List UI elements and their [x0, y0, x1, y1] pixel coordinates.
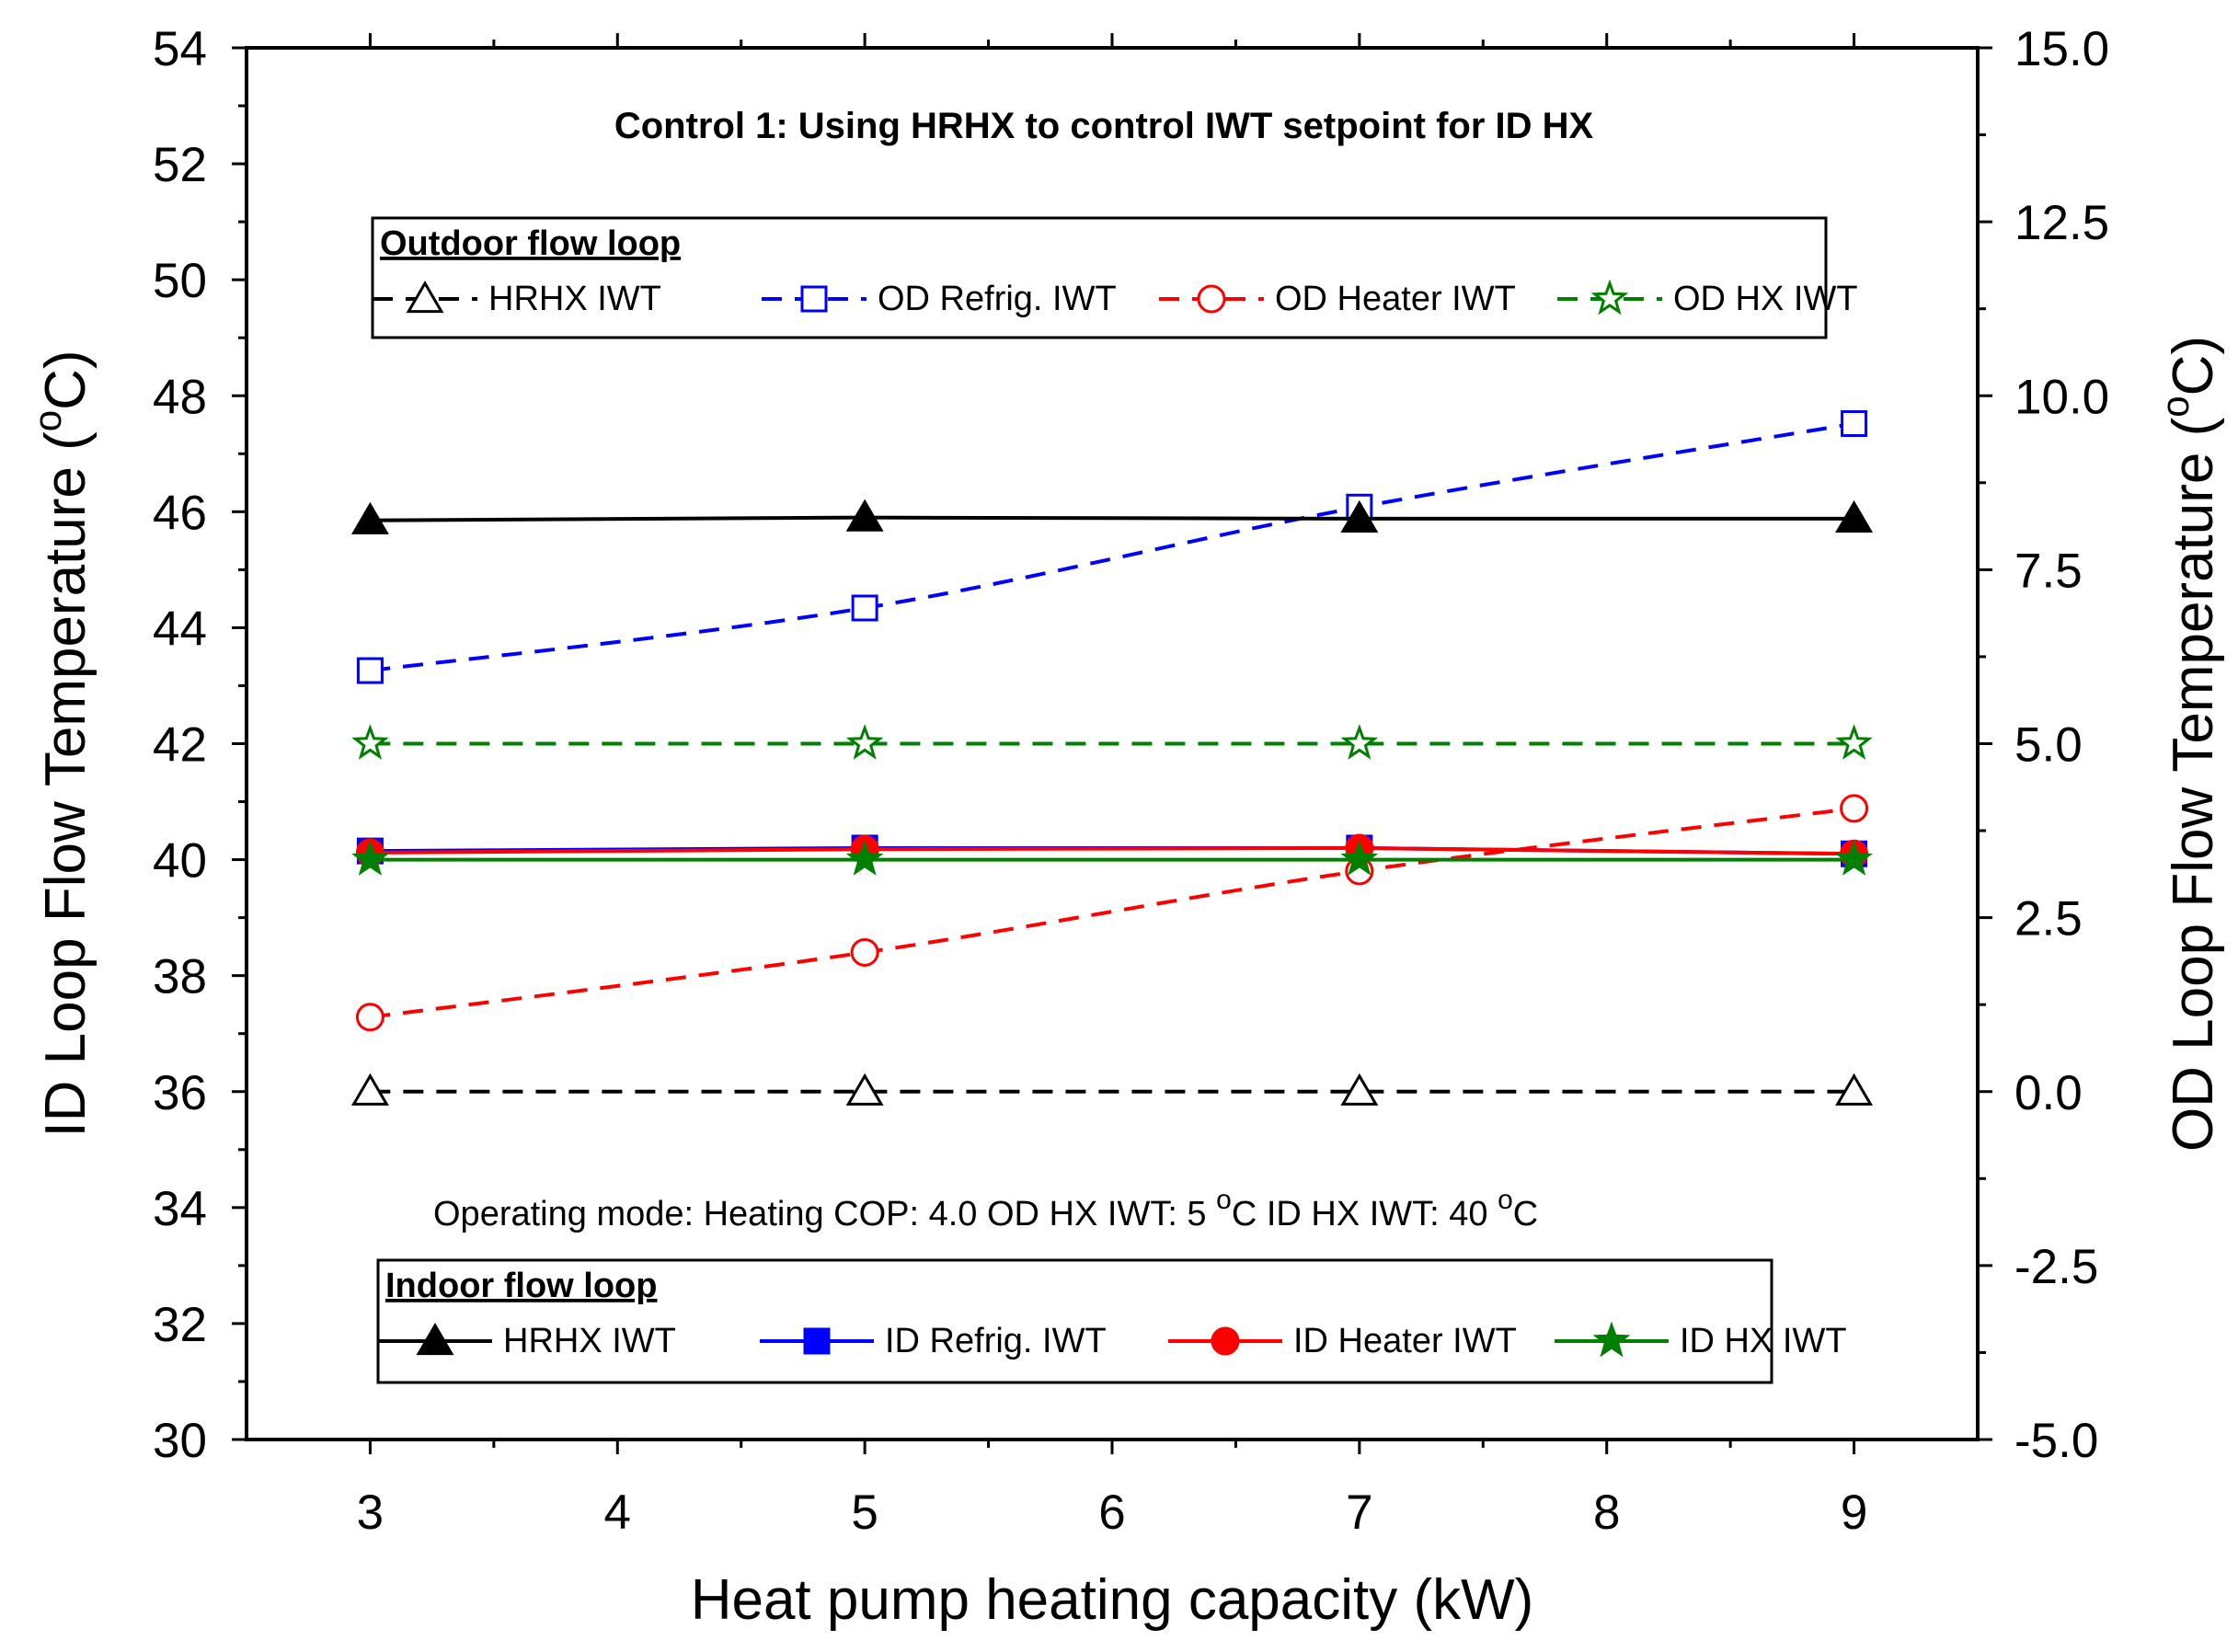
indoor-legend-title: Indoor flow loop: [385, 1267, 657, 1305]
y-left-axis-title-unit: C): [34, 350, 98, 409]
note-text: C ID HX IWT: 40: [1232, 1195, 1498, 1233]
y-left-axis-title: ID Loop Flow Temperature (oC): [26, 350, 98, 1137]
indoor-legend-marker: [1592, 1321, 1631, 1358]
indoor-legend-label: ID Refrig. IWT: [885, 1322, 1107, 1360]
outdoor-data-point: [1835, 724, 1873, 760]
note-degree-mark: o: [1498, 1185, 1513, 1215]
y-left-tick-label: 44: [153, 602, 207, 656]
x-axis-title: Heat pump heating capacity (kW): [691, 1568, 1534, 1632]
indoor-legend-box: [376, 1258, 1773, 1384]
x-tick-label: 6: [1098, 1486, 1125, 1540]
indoor-data-point: [845, 840, 884, 876]
outdoor-data-point: [351, 724, 389, 760]
indoor-legend-label: ID HX IWT: [1680, 1322, 1847, 1360]
outdoor-legend-label: OD Refrig. IWT: [878, 280, 1117, 318]
x-tick-label: 9: [1841, 1486, 1867, 1540]
outdoor-data-point: [356, 657, 384, 684]
x-tick-label: 8: [1593, 1486, 1620, 1540]
y-left-tick-label: 30: [153, 1414, 207, 1468]
outdoor-data-point: [1841, 410, 1868, 438]
series-layer: [350, 410, 1874, 1106]
y-left-tick-label: 32: [153, 1298, 207, 1352]
chart-title: Control 1: Using HRHX to control IWT set…: [614, 106, 1594, 146]
outdoor-data-point: [1340, 1073, 1379, 1106]
outdoor-legend-marker: [1197, 284, 1226, 314]
y-right-tick-label: 0.0: [2014, 1066, 2083, 1120]
outdoor-legend-marker: [406, 281, 444, 314]
indoor-data-point: [1340, 499, 1379, 533]
y-left-tick-label: 54: [153, 22, 207, 76]
indoor-legend-label: HRHX IWT: [503, 1322, 676, 1360]
outdoor-legend-label: HRHX IWT: [488, 280, 661, 318]
y-left-tick-label: 50: [153, 254, 207, 308]
y-right-tick-label: 5.0: [2014, 718, 2083, 773]
note-text: C: [1513, 1195, 1538, 1233]
x-tick-label: 4: [604, 1486, 631, 1540]
y-left-axis-title-main: ID Loop Flow Temperature (: [34, 431, 98, 1138]
outdoor-data-point: [1835, 1073, 1874, 1106]
indoor-series-line: [370, 845, 1854, 856]
x-tick-label: 5: [851, 1486, 878, 1540]
y-right-tick-label: 10.0: [2014, 370, 2109, 424]
outdoor-data-point: [350, 1073, 389, 1106]
note-text: Operating mode: Heating COP: 4.0 OD HX I…: [433, 1195, 1216, 1233]
outdoor-data-point: [1340, 724, 1379, 760]
outdoor-data-point: [851, 594, 878, 622]
indoor-data-point: [1835, 840, 1873, 876]
indoor-data-point: [1340, 840, 1379, 876]
outdoor-data-point: [845, 1073, 884, 1106]
indoor-legend-marker: [416, 1323, 454, 1356]
y-right-tick-label: 7.5: [2014, 544, 2083, 598]
y-left-tick-label: 42: [153, 718, 207, 773]
legends-layer: Outdoor flow loop HRHX IWT OD Refrig. IWT O…: [371, 216, 1858, 1384]
x-tick-label: 3: [357, 1486, 384, 1540]
y-right-tick-label: -2.5: [2014, 1240, 2098, 1294]
y-right-tick-label: 2.5: [2014, 892, 2083, 946]
outdoor-legend-label: OD Heater IWT: [1275, 280, 1516, 318]
y-right-tick-label: 15.0: [2014, 22, 2109, 76]
axis-ticks: [232, 33, 1992, 1454]
note-degree-mark: o: [1216, 1185, 1232, 1215]
indoor-legend-marker: [803, 1327, 831, 1355]
y-left-tick-label: 52: [153, 138, 207, 192]
outdoor-legend-title: Outdoor flow loop: [380, 224, 681, 263]
y-left-tick-label: 48: [153, 370, 207, 424]
y-left-tick-label: 36: [153, 1066, 207, 1120]
indoor-data-point: [845, 499, 884, 532]
y-left-tick-label: 38: [153, 950, 207, 1004]
operating-conditions-note: Operating mode: Heating COP: 4.0 OD HX I…: [433, 1185, 1538, 1233]
outdoor-legend-marker: [800, 285, 828, 313]
text-layer: 3 4 5 6 7 8 930323436384042444648505254-5.0-2.…: [26, 22, 2225, 1632]
outdoor-data-point: [850, 937, 879, 967]
outdoor-series-line: [370, 421, 1854, 673]
y-right-tick-label: -5.0: [2014, 1414, 2098, 1468]
y-left-tick-label: 46: [153, 486, 207, 540]
outdoor-legend-label: OD HX IWT: [1673, 280, 1858, 318]
y-right-axis-title-degree: o: [2153, 396, 2197, 417]
outdoor-data-point: [845, 724, 884, 760]
outdoor-series-line: [370, 806, 1854, 1019]
y-right-tick-label: 12.5: [2014, 196, 2109, 250]
x-tick-label: 7: [1346, 1486, 1372, 1540]
outdoor-legend-marker: [1590, 279, 1629, 315]
indoor-data-point: [351, 840, 389, 876]
y-right-axis-title: OD Loop Flow Temperature (oC): [2153, 336, 2225, 1152]
y-left-axis-title-degree: o: [26, 410, 69, 431]
indoor-legend-label: ID Heater IWT: [1293, 1322, 1517, 1360]
outdoor-legend-box: [371, 216, 1828, 339]
outdoor-data-point: [355, 1003, 384, 1032]
outdoor-data-point: [1840, 794, 1869, 823]
y-right-axis-title-main: OD Loop Flow Temperature (: [2162, 417, 2225, 1152]
y-left-tick-label: 40: [153, 834, 207, 889]
indoor-legend-marker: [1211, 1326, 1240, 1356]
y-right-axis-title-unit: C): [2162, 336, 2225, 396]
indoor-data-point: [350, 501, 389, 534]
y-left-tick-label: 34: [153, 1182, 207, 1236]
indoor-data-point: [1835, 499, 1874, 533]
indoor-series-line: [370, 515, 1854, 522]
